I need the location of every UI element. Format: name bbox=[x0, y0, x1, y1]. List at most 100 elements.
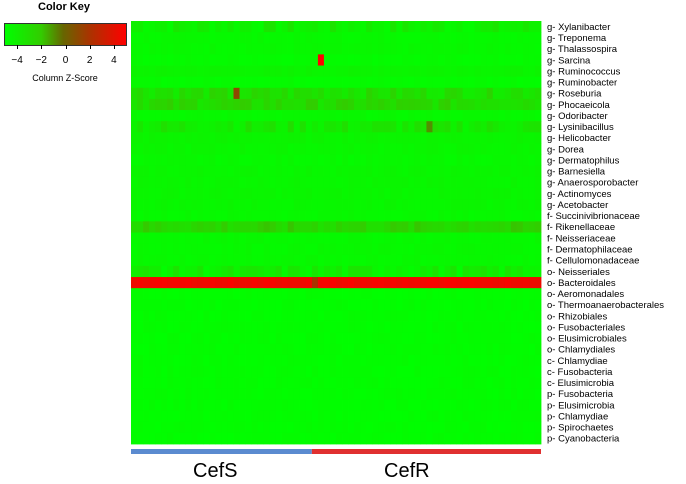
heatmap-cell bbox=[438, 310, 445, 322]
heatmap-cell bbox=[263, 265, 271, 278]
heatmap-cell bbox=[408, 132, 415, 144]
heatmap-cell bbox=[251, 343, 259, 356]
heatmap-cell bbox=[137, 277, 144, 289]
heatmap-cell bbox=[131, 65, 138, 78]
heatmap-cell bbox=[191, 221, 198, 233]
heatmap-cell bbox=[432, 21, 439, 33]
heatmap-cell bbox=[281, 43, 289, 55]
heatmap-cell bbox=[438, 154, 445, 167]
heatmap-cell bbox=[402, 399, 409, 411]
heatmap-cell bbox=[414, 87, 421, 100]
heatmap-cell bbox=[486, 232, 494, 245]
heatmap-cell bbox=[420, 354, 427, 367]
heatmap-cell bbox=[426, 154, 433, 167]
heatmap-cell bbox=[414, 76, 421, 89]
heatmap-cell bbox=[450, 354, 457, 367]
heatmap-cell bbox=[414, 432, 421, 445]
heatmap-cell bbox=[197, 432, 204, 445]
heatmap-cell bbox=[143, 65, 150, 78]
heatmap-cell bbox=[221, 399, 228, 411]
heatmap-cell bbox=[348, 54, 355, 66]
heatmap-cell bbox=[215, 121, 222, 133]
heatmap-cell bbox=[173, 332, 180, 345]
heatmap-cell bbox=[462, 254, 470, 267]
heatmap-cell bbox=[185, 54, 192, 66]
heatmap-cell bbox=[384, 43, 391, 55]
heatmap-cell bbox=[378, 243, 385, 256]
heatmap-cell bbox=[323, 277, 331, 289]
heatmap-cell bbox=[215, 98, 222, 111]
heatmap-cell bbox=[191, 199, 198, 211]
heatmap-cell bbox=[143, 87, 150, 100]
heatmap-cell bbox=[456, 110, 464, 122]
heatmap-cell bbox=[281, 121, 289, 133]
heatmap-cell bbox=[522, 54, 530, 66]
heatmap-cell bbox=[342, 388, 349, 400]
heatmap-cell bbox=[420, 165, 427, 178]
heatmap-cell bbox=[281, 65, 289, 78]
heatmap-cell bbox=[179, 121, 186, 133]
heatmap-cell bbox=[131, 243, 138, 256]
heatmap-cell bbox=[173, 110, 180, 122]
heatmap-cell bbox=[323, 388, 331, 400]
heatmap-cell bbox=[354, 87, 361, 100]
heatmap-cell bbox=[161, 32, 168, 44]
heatmap-cell bbox=[203, 199, 210, 211]
heatmap-cell bbox=[215, 176, 222, 189]
heatmap-cell bbox=[209, 432, 216, 445]
heatmap-cell bbox=[263, 254, 271, 267]
heatmap-cell bbox=[131, 232, 138, 245]
heatmap-cell bbox=[456, 43, 464, 55]
heatmap-cell bbox=[311, 187, 319, 200]
heatmap-cell bbox=[203, 132, 210, 144]
heatmap-cell bbox=[534, 421, 542, 434]
heatmap-cell bbox=[209, 321, 216, 334]
heatmap-cell bbox=[462, 54, 470, 66]
heatmap-cell bbox=[492, 21, 500, 33]
heatmap-cell bbox=[438, 421, 445, 434]
heatmap-cell bbox=[534, 410, 542, 423]
heatmap-cell bbox=[492, 254, 500, 267]
row-label: g- Ruminobacter bbox=[547, 78, 617, 89]
heatmap-cell bbox=[155, 21, 162, 33]
heatmap-cell bbox=[408, 354, 415, 367]
heatmap-cell bbox=[275, 343, 283, 356]
heatmap-cell bbox=[209, 21, 216, 33]
heatmap-cell bbox=[348, 232, 355, 245]
heatmap-cell bbox=[299, 132, 307, 144]
heatmap-cell bbox=[263, 277, 271, 289]
heatmap-cell bbox=[504, 310, 512, 322]
heatmap-cell bbox=[420, 21, 427, 33]
heatmap-cell bbox=[173, 165, 180, 178]
heatmap-cell bbox=[305, 210, 313, 222]
heatmap-cell bbox=[329, 366, 337, 378]
heatmap-cell bbox=[408, 143, 415, 155]
heatmap-cell bbox=[149, 243, 156, 256]
heatmap-cell bbox=[372, 277, 379, 289]
heatmap-cell bbox=[522, 288, 530, 300]
heatmap-cell bbox=[384, 410, 391, 423]
heatmap-cell bbox=[287, 388, 295, 400]
heatmap-cell bbox=[438, 210, 445, 222]
heatmap-cell bbox=[131, 21, 138, 33]
heatmap-cell bbox=[450, 65, 457, 78]
heatmap-cell bbox=[185, 187, 192, 200]
heatmap-cell bbox=[329, 221, 337, 233]
heatmap-cell bbox=[173, 277, 180, 289]
heatmap-cell bbox=[450, 243, 457, 256]
heatmap-cell bbox=[390, 332, 397, 345]
heatmap-cell bbox=[396, 332, 403, 345]
heatmap-cell bbox=[528, 176, 536, 189]
heatmap-cell bbox=[239, 288, 246, 300]
heatmap-cell bbox=[281, 421, 289, 434]
heatmap-cell bbox=[203, 432, 210, 445]
heatmap-cell bbox=[432, 421, 439, 434]
heatmap-cell bbox=[257, 221, 265, 233]
heatmap-cell bbox=[372, 154, 379, 167]
heatmap-cell bbox=[408, 332, 415, 345]
heatmap-cell bbox=[360, 254, 367, 267]
heatmap-cell bbox=[498, 321, 506, 334]
heatmap-cell bbox=[372, 399, 379, 411]
heatmap-cell bbox=[143, 366, 150, 378]
heatmap-cell bbox=[161, 98, 168, 111]
